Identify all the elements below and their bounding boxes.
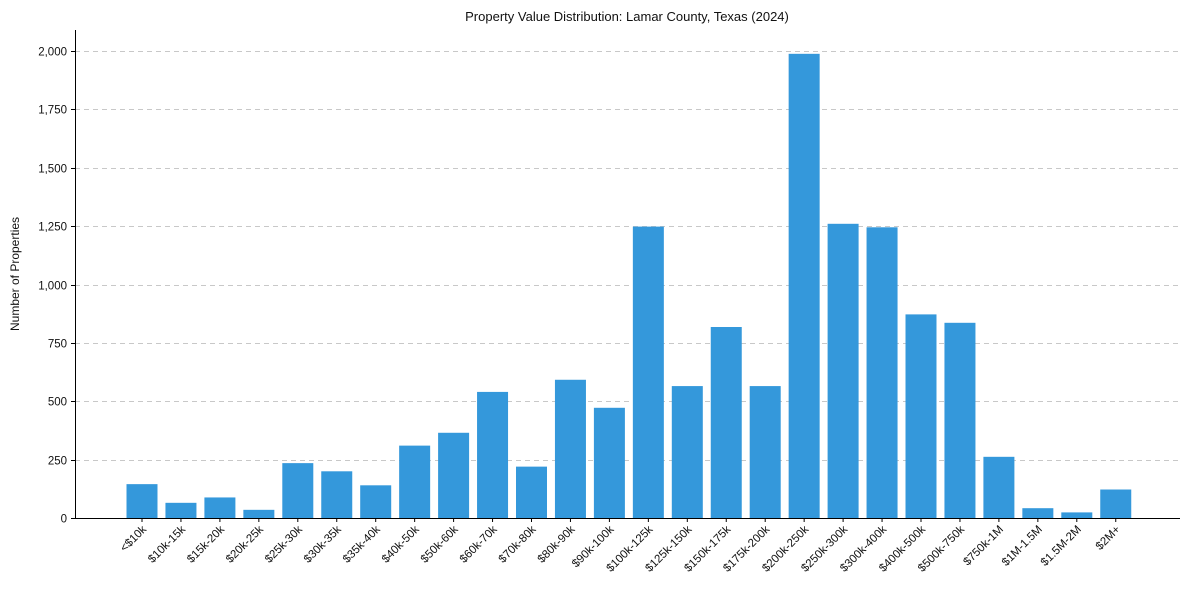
y-tick-label: 250 bbox=[48, 456, 67, 468]
y-tick-label: 0 bbox=[61, 514, 67, 526]
bar bbox=[282, 463, 314, 518]
y-tick-label: 750 bbox=[48, 339, 67, 351]
x-tick-label: $60k-70k bbox=[458, 523, 500, 565]
grid-lines bbox=[75, 51, 1180, 461]
bar bbox=[593, 407, 625, 518]
x-tick-label: $50k-60k bbox=[419, 523, 461, 565]
x-tick-label: $40k-50k bbox=[380, 523, 422, 565]
bar bbox=[243, 509, 275, 518]
y-tick-label: 1,000 bbox=[38, 281, 67, 293]
x-axis-ticks: <$10k$10k-15k$15k-20k$20k-25k$25k-30k$30… bbox=[118, 518, 1123, 575]
bars bbox=[126, 53, 1132, 519]
x-tick-label: $35k-40k bbox=[341, 523, 383, 565]
bar bbox=[788, 53, 820, 518]
x-tick-label: $30k-35k bbox=[302, 523, 344, 565]
bar bbox=[399, 445, 431, 518]
bar bbox=[710, 327, 742, 518]
x-tick-label: $70k-80k bbox=[497, 523, 539, 565]
bar bbox=[126, 484, 158, 518]
y-tick-label: 1,250 bbox=[38, 222, 67, 234]
bar bbox=[165, 502, 197, 518]
bar bbox=[827, 223, 859, 519]
bar bbox=[477, 391, 509, 518]
y-tick-label: 1,500 bbox=[38, 164, 67, 176]
y-tick-label: 1,750 bbox=[38, 105, 67, 117]
bar bbox=[866, 227, 898, 519]
x-tick-label: $1.5M-2M bbox=[1039, 524, 1084, 569]
x-tick-label: $750k-1M bbox=[961, 524, 1006, 569]
axes bbox=[75, 30, 1180, 519]
x-tick-label: $25k-30k bbox=[263, 523, 305, 565]
bar bbox=[944, 322, 976, 518]
y-tick-label: 2,000 bbox=[38, 47, 67, 59]
x-tick-label: $10k-15k bbox=[146, 523, 188, 565]
bar bbox=[554, 379, 586, 518]
bar bbox=[749, 386, 781, 518]
chart-title: Property Value Distribution: Lamar Count… bbox=[465, 9, 789, 24]
x-tick-label: $2M+ bbox=[1094, 523, 1123, 552]
x-tick-label: $20k-25k bbox=[224, 523, 266, 565]
bar bbox=[1100, 489, 1132, 518]
x-tick-label: <$10k bbox=[118, 523, 149, 554]
y-axis-ticks: 0 250 500 750 1,000 1,250 1,500 1,750 2,000 bbox=[38, 47, 75, 526]
bar bbox=[983, 456, 1015, 518]
y-tick-label: 500 bbox=[48, 397, 67, 409]
bar bbox=[1022, 508, 1054, 518]
x-tick-label: $15k-20k bbox=[185, 523, 227, 565]
bar bbox=[438, 432, 470, 518]
bar bbox=[516, 466, 547, 518]
bar bbox=[905, 314, 937, 518]
bar bbox=[1061, 512, 1093, 518]
bar bbox=[321, 471, 353, 518]
bar bbox=[204, 497, 236, 518]
bar bbox=[671, 386, 703, 518]
bar bbox=[360, 485, 392, 518]
bar bbox=[632, 226, 664, 518]
x-tick-label: $1M-1.5M bbox=[1000, 524, 1045, 569]
y-axis-label: Number of Properties bbox=[8, 217, 22, 331]
